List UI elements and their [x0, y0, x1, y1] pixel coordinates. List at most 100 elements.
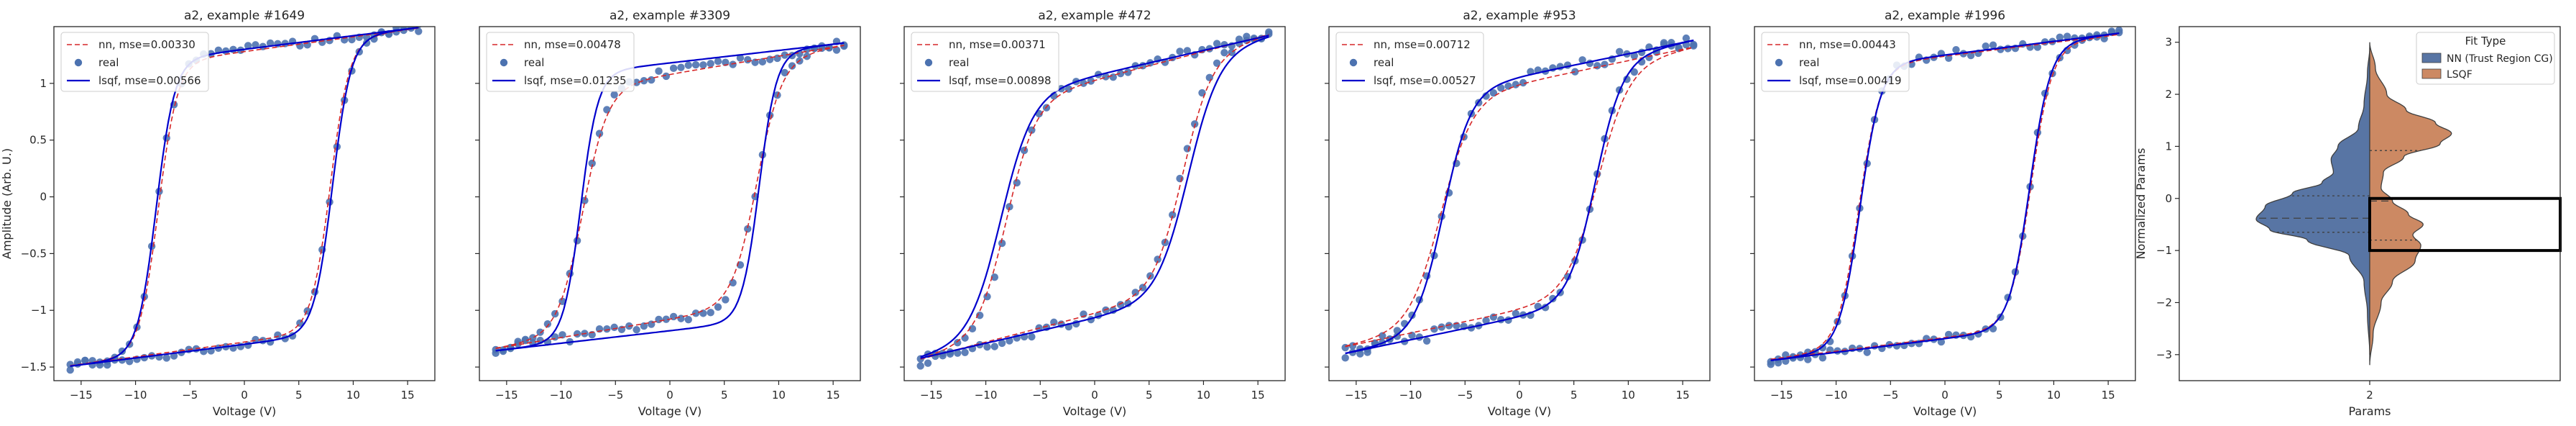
real-data-point [1818, 354, 1827, 362]
real-data-point [66, 366, 74, 374]
real-data-point [961, 334, 969, 342]
real-data-point [1124, 299, 1132, 307]
x-tick-label: −15 [1345, 389, 1368, 402]
x-tick-label: 15 [1676, 389, 1690, 402]
real-data-point [990, 343, 999, 350]
legend-label: real [1799, 56, 1819, 69]
legend-title: Fit Type [2465, 35, 2506, 47]
y-tick-label: 1 [40, 77, 47, 90]
real-data-point [729, 60, 737, 68]
real-data-point [1660, 39, 1668, 47]
y-tick-label: 2 [2165, 88, 2172, 101]
hysteresis-panel-3: −15 −10 −5 0 5 10 15 a2, example #472 Voltage (V… [900, 9, 1286, 418]
x-tick-label: −10 [1399, 389, 1422, 402]
real-data-point [1615, 47, 1624, 56]
real-data-point [1966, 51, 1975, 60]
real-data-point [640, 322, 648, 330]
axes-frame [903, 26, 1286, 381]
real-data-point [536, 328, 544, 336]
axes-frame [2179, 26, 2561, 381]
real-data-point [1213, 59, 1221, 67]
lsqf-fit-line [495, 42, 845, 352]
x-tick-label: 10 [2047, 389, 2061, 402]
lsqf-fit-line [920, 35, 1269, 358]
x-tick-label: 10 [346, 389, 360, 402]
y-tick-label: −1 [2156, 244, 2172, 257]
real-data-point [1124, 68, 1132, 76]
real-data-point [2115, 29, 2123, 37]
y-tick-label: −1 [31, 304, 47, 317]
x-tick-label: 15 [1251, 389, 1265, 402]
real-data-point [1863, 348, 1871, 356]
nn-fit-line [70, 27, 419, 366]
x-axis-label: Params [2348, 404, 2391, 418]
y-tick-label: 3 [2165, 36, 2172, 49]
legend: nn, mse=0.00443 real lsqf, mse=0.00419 [1761, 32, 1910, 92]
real-data-point [81, 356, 89, 365]
real-data-point [1690, 40, 1698, 49]
x-tick-label: 5 [721, 389, 728, 402]
real-data-point [1549, 294, 1557, 303]
legend-label: nn, mse=0.00330 [98, 38, 196, 51]
real-data-point [1804, 355, 1812, 363]
real-data-point [669, 64, 678, 73]
hysteresis-panel-4: −15 −10 −5 0 5 10 15 a2, example #953 Voltage (V… [1325, 9, 1711, 418]
real-data-point [736, 54, 745, 62]
real-data-point [916, 362, 924, 370]
legend-label: lsqf, mse=0.00419 [1799, 74, 1902, 87]
real-data-point [499, 347, 507, 355]
x-tick-label: 5 [295, 389, 303, 402]
x-tick-label: −15 [495, 389, 518, 402]
lsqf-fit-line [70, 27, 419, 367]
legend-marker [1349, 58, 1358, 67]
hysteresis-panel-2: −15 −10 −5 0 5 10 15 a2, example #3309 Voltage (… [475, 9, 861, 418]
plot-area [1767, 27, 2123, 368]
legend-swatch [2421, 68, 2442, 79]
real-data-point [558, 331, 566, 339]
lsqf-fit-line [1770, 32, 2120, 361]
real-data-point [543, 320, 552, 328]
legend: nn, mse=0.00712 real lsqf, mse=0.00527 [1335, 32, 1484, 92]
real-data-point [684, 61, 692, 69]
x-tick-label: −15 [920, 389, 943, 402]
real-data-point [662, 72, 671, 81]
x-tick-label: 0 [1516, 389, 1523, 402]
real-data-point [640, 76, 648, 85]
nn-fit-line [495, 45, 845, 349]
violin-half-nn [2255, 47, 2370, 355]
real-data-point [1102, 73, 1110, 81]
real-data-point [751, 58, 759, 66]
real-data-point [655, 67, 663, 76]
real-data-point [610, 91, 618, 99]
plot-area [1341, 34, 1698, 362]
legend-label: lsqf, mse=0.00898 [949, 74, 1052, 87]
real-data-point [266, 338, 275, 346]
y-tick-label: −2 [2156, 296, 2172, 309]
legend-label: lsqf, mse=0.00566 [98, 74, 201, 87]
real-data-point [252, 41, 259, 49]
plot-area [916, 28, 1273, 370]
y-tick-label: 1 [2165, 140, 2172, 153]
real-data-point [1630, 68, 1639, 76]
real-data-point [1183, 145, 1192, 153]
legend-label: real [949, 56, 969, 69]
real-data-point [1341, 354, 1349, 362]
real-data-point [714, 57, 722, 65]
real-data-point [610, 323, 618, 332]
real-data-point [1504, 82, 1512, 90]
legend-swatch [2421, 53, 2442, 63]
panel-title: a2, example #3309 [610, 9, 730, 23]
real-data-point [2056, 33, 2064, 41]
legend-label: lsqf, mse=0.00527 [1374, 74, 1476, 87]
legend-label: nn, mse=0.00443 [1799, 38, 1896, 51]
x-axis-label: Voltage (V) [213, 404, 277, 418]
lsqf-fit-line [1770, 32, 2120, 361]
x-tick-label: 10 [1622, 389, 1635, 402]
legend-label: nn, mse=0.00478 [524, 38, 621, 51]
legend-box [1761, 32, 1910, 92]
y-tick-label: 0.5 [29, 134, 47, 147]
real-data-point [244, 42, 252, 50]
real-data-point [954, 349, 962, 357]
real-data-point [998, 339, 1006, 348]
legend-label: lsqf, mse=0.01235 [524, 74, 627, 87]
